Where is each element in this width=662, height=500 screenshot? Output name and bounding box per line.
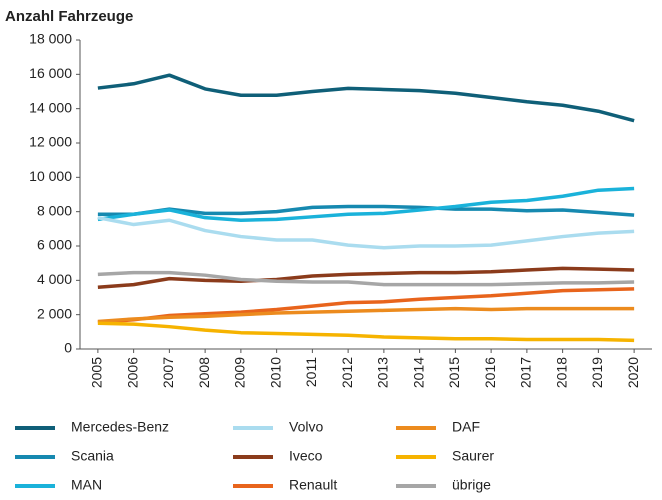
- y-tick-label: 18 000: [29, 31, 72, 47]
- y-tick-label: 14 000: [29, 99, 72, 115]
- x-tick-label: 2012: [339, 357, 355, 388]
- chart-title: Anzahl Fahrzeuge: [5, 8, 133, 25]
- x-tick-label: 2011: [303, 357, 319, 387]
- legend-label: übrige: [452, 477, 491, 493]
- y-tick-label: 2 000: [37, 305, 72, 321]
- legend-label: Volvo: [289, 419, 323, 435]
- legend-label: MAN: [71, 477, 102, 493]
- series-line: [97, 73, 635, 123]
- series-line: [97, 266, 635, 289]
- x-tick-label: 2019: [589, 357, 605, 388]
- x-tick-label: 2010: [267, 357, 283, 388]
- series-line: [97, 270, 635, 287]
- x-tick-label: 2013: [375, 357, 391, 388]
- y-tick-label: 0: [64, 340, 72, 356]
- series-line: [97, 321, 635, 343]
- x-tick-label: 2009: [232, 357, 248, 388]
- x-tick-label: 2014: [410, 357, 426, 388]
- x-tick-label: 2007: [160, 357, 176, 388]
- series-line: [97, 204, 635, 217]
- y-tick-label: 8 000: [37, 202, 72, 218]
- x-tick-label: 2005: [89, 357, 105, 388]
- series-line: [97, 215, 635, 250]
- x-tick-label: 2016: [482, 357, 498, 388]
- y-tick-label: 10 000: [29, 168, 72, 184]
- x-tick-label: 2006: [124, 357, 140, 388]
- y-tick-label: 6 000: [37, 237, 72, 253]
- legend-label: Scania: [71, 448, 114, 464]
- series-line: [97, 306, 635, 324]
- x-tick-label: 2015: [446, 357, 462, 388]
- y-tick-label: 4 000: [37, 271, 72, 287]
- series-line: [97, 287, 635, 325]
- x-tick-label: 2017: [518, 357, 534, 388]
- y-tick-label: 12 000: [29, 134, 72, 150]
- legend-label: Renault: [289, 477, 337, 493]
- legend-label: Iveco: [289, 448, 323, 464]
- x-tick-label: 2020: [625, 357, 641, 388]
- legend-label: Mercedes-Benz: [71, 419, 169, 435]
- legend-label: Saurer: [452, 448, 494, 464]
- x-tick-label: 2008: [196, 357, 212, 388]
- x-tick-label: 2018: [553, 357, 569, 388]
- legend-label: DAF: [452, 419, 480, 435]
- series-line: [97, 186, 635, 222]
- y-tick-label: 16 000: [29, 65, 72, 81]
